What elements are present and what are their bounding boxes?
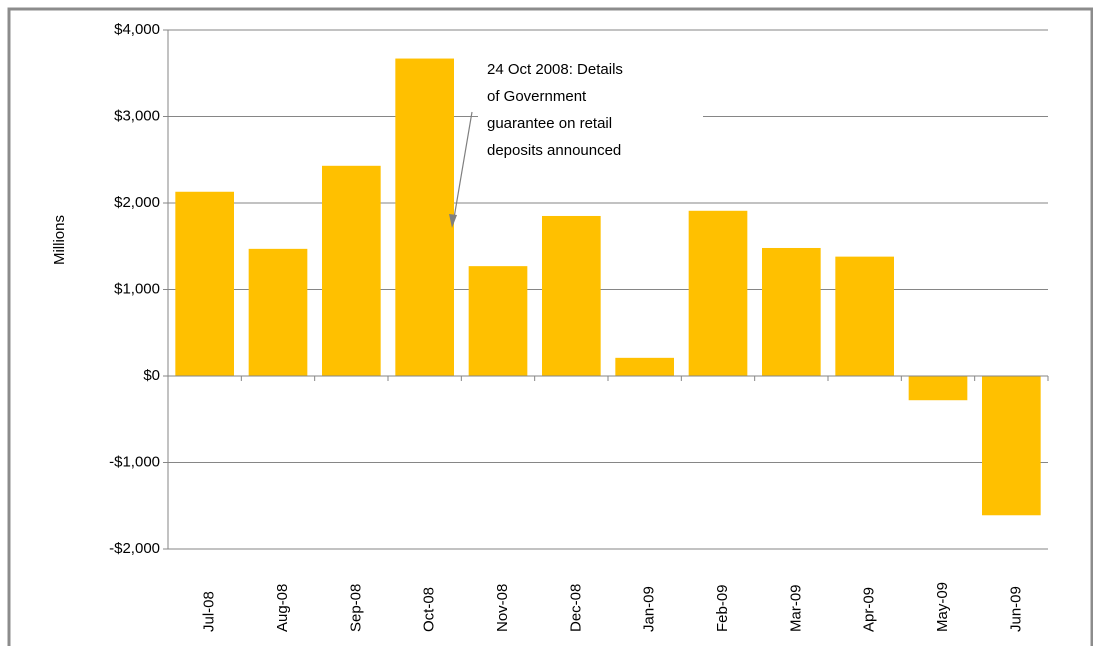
bar [395,58,454,377]
bar [468,266,528,376]
bar [615,357,674,376]
x-tick-label: Jan-09 [641,586,658,632]
annotation-box [478,55,703,165]
x-tick-label: Aug-08 [274,584,291,632]
y-tick-label: $0 [143,367,160,384]
x-tick-label: Oct-08 [421,587,438,632]
x-tick-label: Dec-08 [567,584,584,632]
y-tick-label: $1,000 [114,280,160,297]
bar [542,215,601,376]
x-tick-label: Apr-09 [861,587,878,632]
x-tick-label: Jun-09 [1007,586,1024,632]
x-tick-label: Jul-08 [201,591,218,632]
y-tick-label: $2,000 [114,194,160,211]
bar [175,191,234,376]
x-tick-label: Mar-09 [787,584,804,632]
x-tick-label: May-09 [934,582,951,632]
bar [248,248,308,376]
bar [688,210,748,376]
annotation-text: 24 Oct 2008: Details [487,61,623,78]
bar [762,247,821,376]
x-tick-label: Sep-08 [347,584,364,632]
annotation-text: guarantee on retail [487,115,612,132]
bar [982,376,1041,516]
bar [835,256,894,376]
y-axis-label: Millions [51,215,68,265]
bar [322,165,381,376]
bar [908,376,968,401]
y-tick-label: -$2,000 [109,540,160,557]
annotation-arrow [452,111,473,225]
y-tick-label: $3,000 [114,107,160,124]
y-tick-label: -$1,000 [109,453,160,470]
annotation-text: of Government [487,88,587,105]
x-tick-label: Feb-09 [714,584,731,632]
x-tick-label: Nov-08 [494,584,511,632]
frame [7,7,1093,646]
y-tick-label: $4,000 [114,21,160,38]
annotation-text: deposits announced [487,142,621,159]
annotation-arrowhead [449,214,457,228]
